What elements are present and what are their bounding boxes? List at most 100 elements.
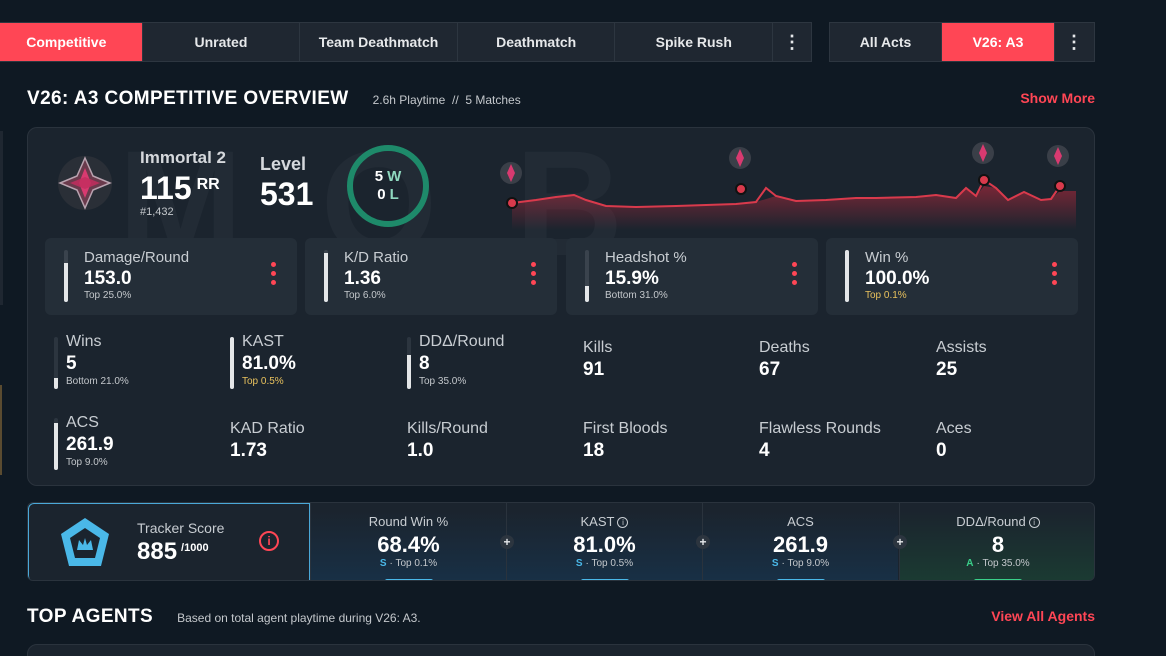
stat-card-headshot[interactable]: Headshot % 15.9% Bottom 31.0% bbox=[566, 238, 818, 315]
percentile-bar bbox=[324, 250, 328, 302]
tracker-col-grade: S · Top 9.0% bbox=[771, 558, 830, 569]
tab-deathmatch[interactable]: Deathmatch bbox=[458, 23, 616, 61]
stat-dd-delta: DDΔ/Round 8 Top 35.0% bbox=[407, 333, 577, 393]
stat-percentile: Top 0.1% bbox=[865, 290, 907, 301]
tracker-score-box[interactable]: Tracker Score 885 /1000 i bbox=[28, 503, 310, 580]
tracker-col-dd-delta: + DDΔ/Round i 8 A · Top 35.0% bbox=[893, 503, 1094, 580]
tracker-col-kast: + KAST i 81.0% S · Top 0.5% bbox=[500, 503, 702, 580]
rank-rr: 115 RR bbox=[140, 170, 220, 207]
tracker-score-value: 885 /1000 bbox=[137, 538, 209, 566]
info-icon[interactable]: i bbox=[617, 517, 629, 528]
leaderboard-position: #1,432 bbox=[140, 206, 174, 218]
tracker-col-round-win: Round Win % 68.4% S · Top 0.1% bbox=[310, 503, 506, 580]
losses-letter: L bbox=[389, 186, 399, 203]
agents-title: TOP AGENTS bbox=[27, 606, 154, 627]
immortal-rank-icon bbox=[58, 156, 112, 210]
stat-value: 261.9 bbox=[66, 434, 114, 455]
trend-area bbox=[512, 186, 1076, 230]
overview-title: V26: A3 COMPETITIVE OVERVIEW bbox=[27, 88, 349, 109]
stat-deaths: Deaths 67 bbox=[759, 339, 929, 399]
percentile-bar bbox=[585, 250, 589, 302]
tracker-score-number: 885 bbox=[137, 538, 178, 565]
tracker-col-label: KAST i bbox=[507, 514, 702, 529]
tracker-info-icon[interactable]: i bbox=[259, 531, 279, 551]
stat-value: 100.0% bbox=[865, 268, 930, 289]
show-more-link[interactable]: Show More bbox=[1020, 90, 1095, 106]
stat-label: Deaths bbox=[759, 339, 810, 356]
plus-icon: + bbox=[500, 535, 514, 549]
stat-label: ACS bbox=[66, 414, 99, 431]
more-modes-icon[interactable]: ⋮ bbox=[783, 31, 802, 52]
more-options-icon[interactable] bbox=[1052, 262, 1058, 289]
stat-label: First Bloods bbox=[583, 420, 668, 437]
left-panel-edge-accent bbox=[0, 385, 2, 475]
rank-marker-icon bbox=[500, 162, 522, 184]
more-options-icon[interactable] bbox=[271, 262, 277, 289]
mode-tabs: Competitive Unrated Team Deathmatch Deat… bbox=[0, 22, 812, 62]
stat-label: KAD Ratio bbox=[230, 420, 305, 437]
stat-label: Kills bbox=[583, 339, 613, 356]
left-panel-edge bbox=[0, 131, 3, 305]
level-label: Level bbox=[260, 154, 307, 174]
rank-marker-icon bbox=[972, 142, 994, 164]
stat-percentile: Top 0.5% bbox=[242, 376, 284, 387]
stat-label: Damage/Round bbox=[84, 249, 190, 266]
stat-percentile: Top 9.0% bbox=[66, 457, 108, 468]
percentile-bar bbox=[230, 337, 234, 389]
tracker-score-label: Tracker Score bbox=[137, 520, 225, 536]
percentile-bar bbox=[54, 337, 58, 389]
trend-point-end[interactable] bbox=[1054, 180, 1066, 192]
stat-card-win-pct[interactable]: Win % 100.0% Top 0.1% bbox=[826, 238, 1078, 315]
stat-percentile: Bottom 31.0% bbox=[605, 290, 668, 301]
stat-value: 15.9% bbox=[605, 268, 659, 289]
stat-percentile: Bottom 21.0% bbox=[66, 376, 129, 387]
stat-value: 1.36 bbox=[344, 268, 381, 289]
stat-kast: KAST 81.0% Top 0.5% bbox=[230, 333, 400, 393]
stat-flawless-rounds: Flawless Rounds 4 bbox=[759, 420, 929, 480]
matches-text: 5 Matches bbox=[465, 93, 521, 107]
trend-point-peak[interactable] bbox=[978, 174, 990, 186]
tab-all-acts[interactable]: All Acts bbox=[830, 23, 942, 61]
stat-percentile: Top 6.0% bbox=[344, 290, 386, 301]
stat-aces: Aces 0 bbox=[936, 420, 1094, 480]
view-all-agents-link[interactable]: View All Agents bbox=[991, 608, 1095, 624]
tab-competitive[interactable]: Competitive bbox=[0, 23, 143, 61]
tracker-col-grade: S · Top 0.1% bbox=[379, 558, 438, 569]
rr-value: 115 bbox=[140, 170, 192, 206]
stat-first-bloods: First Bloods 18 bbox=[583, 420, 753, 480]
tab-current-act[interactable]: V26: A3 bbox=[942, 23, 1055, 61]
level-value: 531 bbox=[260, 176, 314, 212]
more-acts-icon[interactable]: ⋮ bbox=[1065, 31, 1083, 52]
tab-unrated[interactable]: Unrated bbox=[143, 23, 301, 61]
wins-letter: W bbox=[387, 168, 402, 185]
stat-label: Flawless Rounds bbox=[759, 420, 881, 437]
overview-header: V26: A3 COMPETITIVE OVERVIEW 2.6h Playti… bbox=[27, 88, 521, 110]
stat-label: DDΔ/Round bbox=[419, 333, 505, 350]
stat-card-kd-ratio[interactable]: K/D Ratio 1.36 Top 6.0% bbox=[305, 238, 557, 315]
agents-card bbox=[27, 644, 1095, 656]
tab-team-deathmatch[interactable]: Team Deathmatch bbox=[300, 23, 458, 61]
trend-line bbox=[511, 178, 1061, 209]
stat-kad-ratio: KAD Ratio 1.73 bbox=[230, 420, 400, 480]
trend-point-start[interactable] bbox=[506, 197, 518, 209]
more-options-icon[interactable] bbox=[531, 262, 537, 289]
info-icon[interactable]: i bbox=[1028, 517, 1040, 528]
tracker-col-value: 261.9 bbox=[772, 532, 829, 557]
trend-point-mid[interactable] bbox=[735, 183, 747, 195]
tracker-col-indicator bbox=[777, 579, 825, 580]
more-options-icon[interactable] bbox=[792, 262, 798, 289]
stat-assists: Assists 25 bbox=[936, 339, 1094, 399]
wins-count: 5 bbox=[374, 168, 384, 185]
stat-card-damage-round[interactable]: Damage/Round 153.0 Top 25.0% bbox=[45, 238, 297, 315]
stat-kills-round: Kills/Round 1.0 bbox=[407, 420, 577, 480]
stat-label: Kills/Round bbox=[407, 420, 488, 437]
stat-label: Assists bbox=[936, 339, 987, 356]
stat-value: 81.0% bbox=[242, 353, 296, 374]
overview-card: M O B Immortal 2 115 RR #1,432 Level 531… bbox=[27, 127, 1095, 486]
rr-unit: RR bbox=[196, 176, 220, 193]
tracker-col-label: ACS bbox=[787, 514, 814, 529]
tab-spike-rush[interactable]: Spike Rush bbox=[615, 23, 774, 61]
percentile-bar bbox=[54, 418, 58, 470]
stat-value: 18 bbox=[583, 440, 605, 461]
losses-count: 0 bbox=[377, 186, 386, 203]
